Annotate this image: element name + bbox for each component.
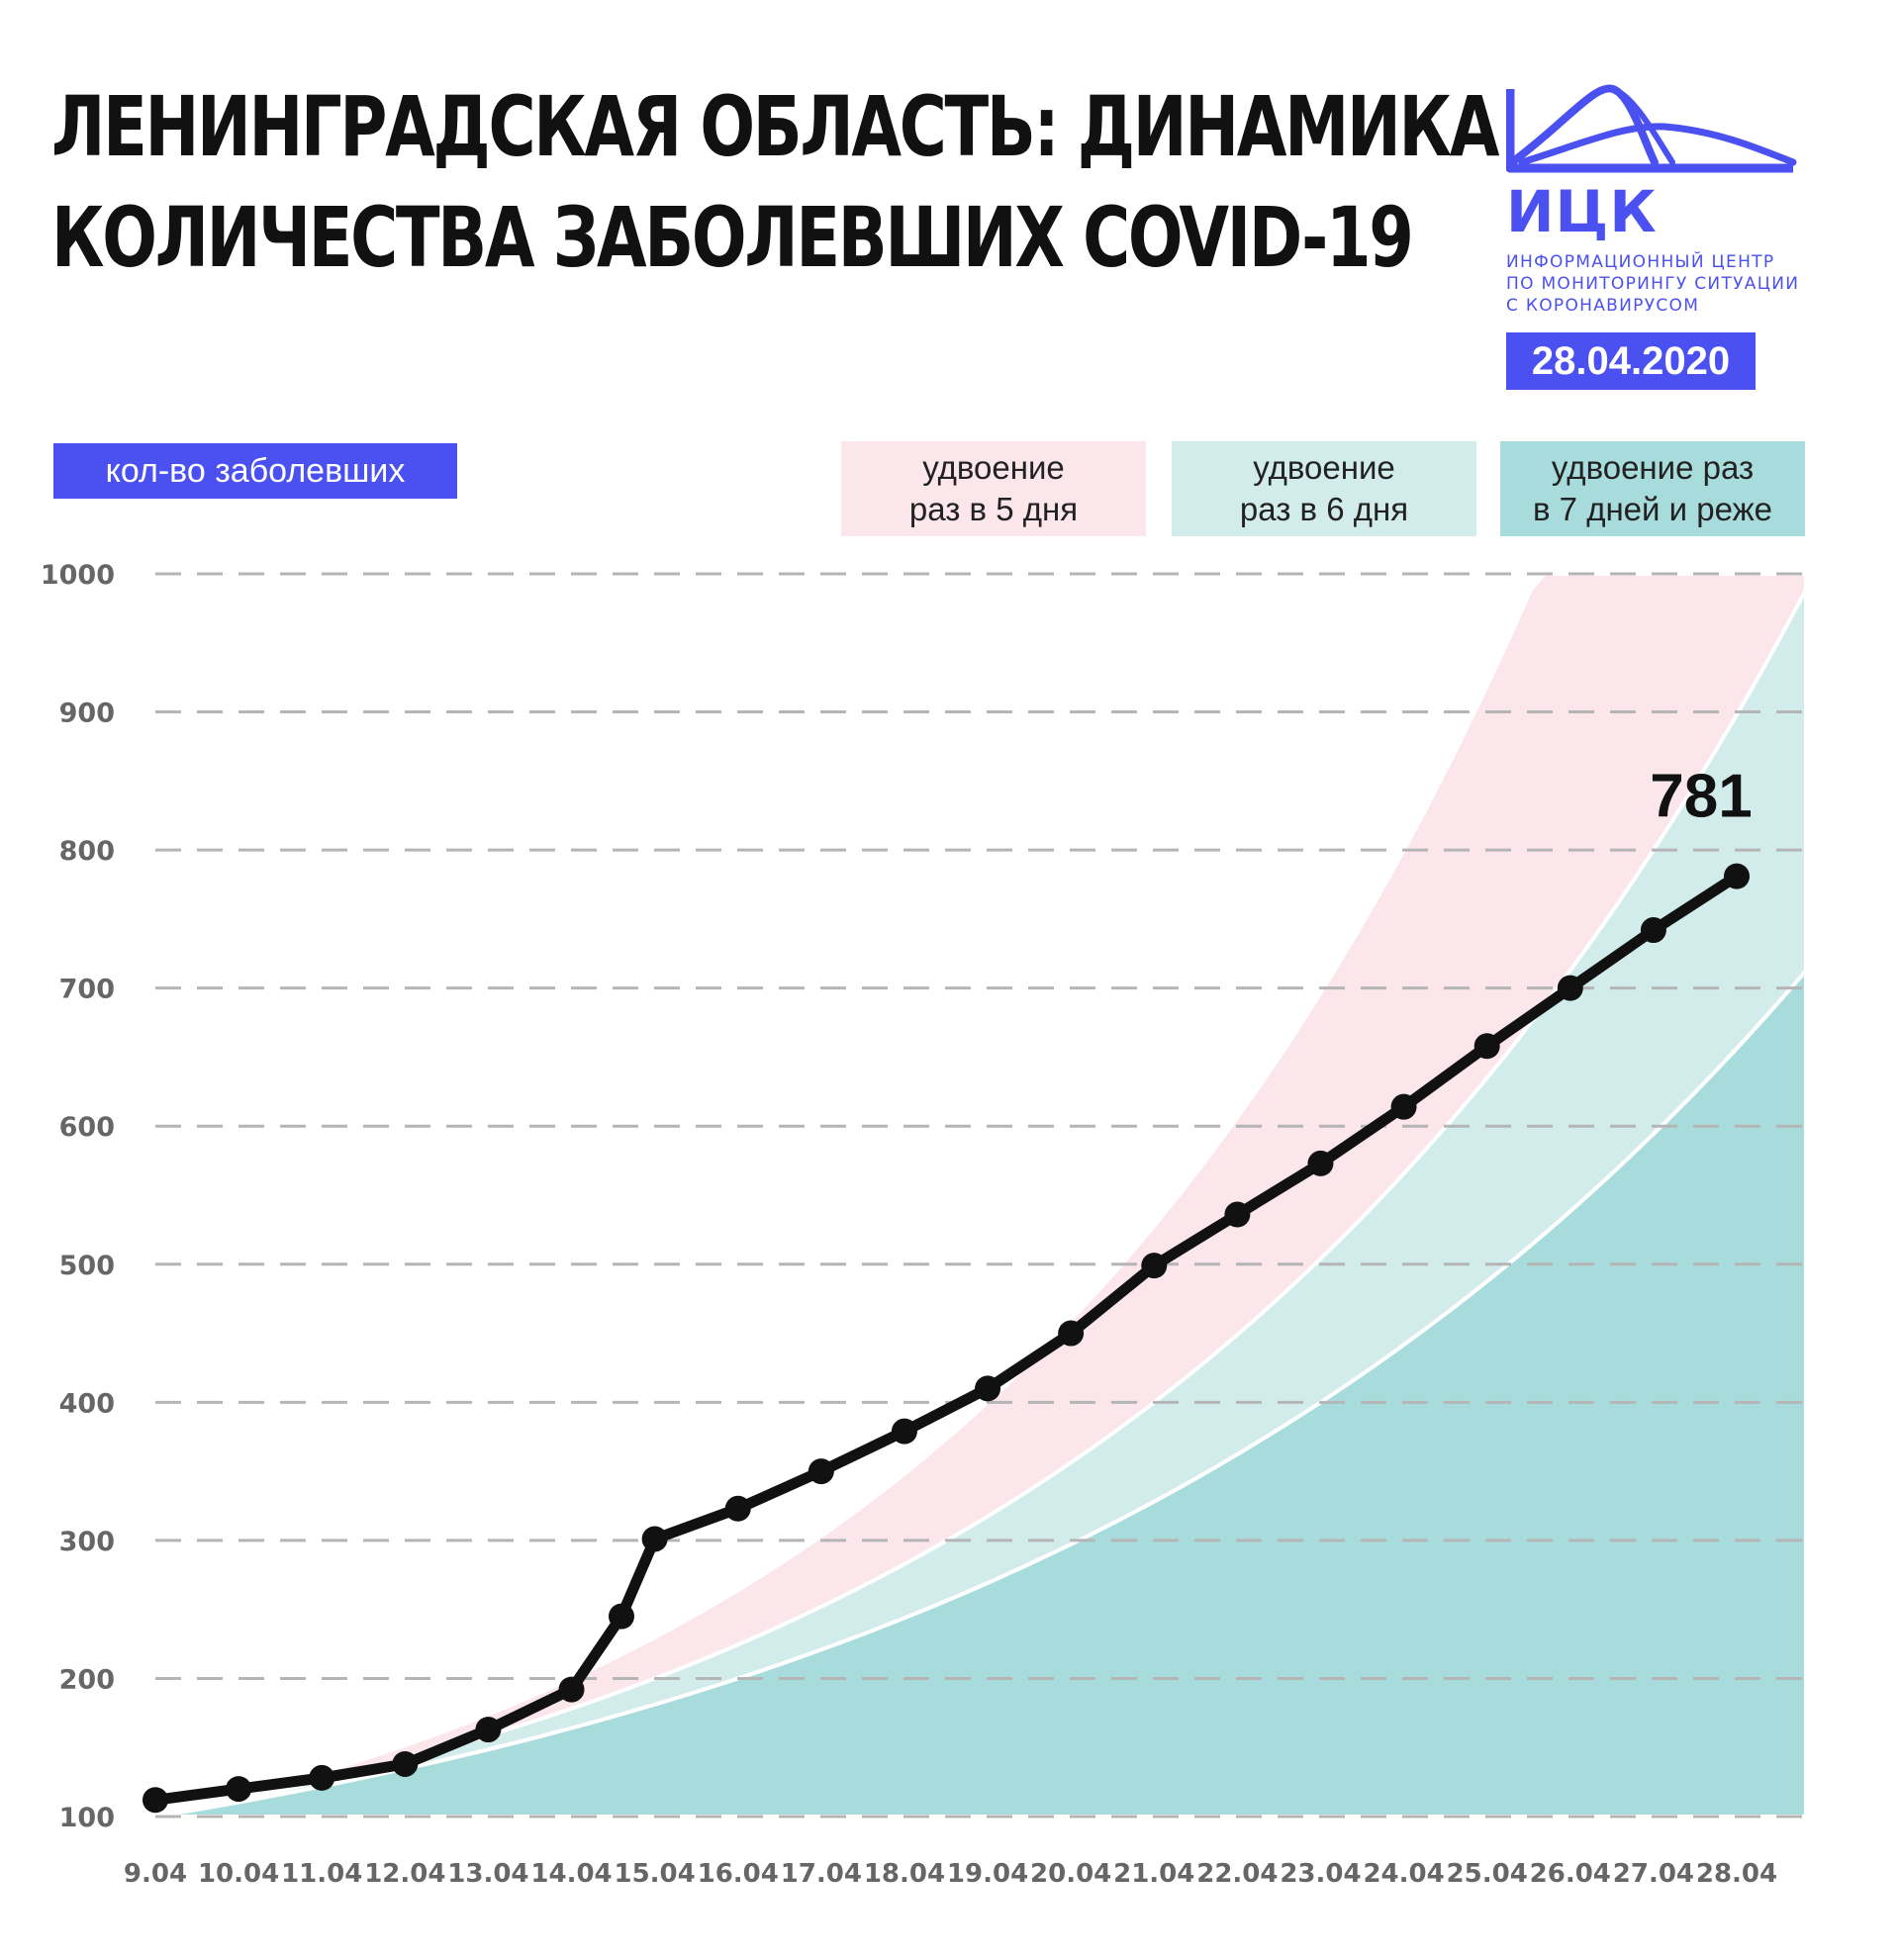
x-tick-13.04: 13.04 — [447, 1859, 528, 1889]
data-point-15 — [1307, 1150, 1334, 1176]
logo-subtitle-line-3: С КОРОНАВИРУСОМ — [1506, 296, 1700, 316]
band-doubling-7-days — [154, 965, 1808, 1819]
last-value-label: 781 — [1650, 763, 1752, 831]
logo-subtitle-line-2: ПО МОНИТОРИНГУ СИТУАЦИИ — [1506, 274, 1800, 294]
x-tick-20.04: 20.04 — [1030, 1859, 1111, 1889]
x-tick-19.04: 19.04 — [947, 1859, 1028, 1889]
legend-doubling-5-days: удвоение раз в 5 дня — [841, 441, 1146, 536]
data-point-3 — [392, 1750, 419, 1777]
y-axis-ticks: 100 200 300 400 500 600 700 800 900 1000 — [41, 560, 115, 1833]
y-tick-1000: 1000 — [41, 560, 115, 591]
x-tick-15.04: 15.04 — [615, 1859, 696, 1889]
legend-6-line-1: удвоение — [1253, 449, 1395, 486]
legend-7-line-1: удвоение раз — [1551, 449, 1755, 486]
x-tick-14.04: 14.04 — [530, 1859, 612, 1889]
y-tick-400: 400 — [59, 1388, 115, 1419]
title-line-2: КОЛИЧЕСТВА ЗАБОЛЕВШИХ COVID-19 — [51, 189, 1414, 286]
x-tick-17.04: 17.04 — [781, 1859, 862, 1889]
x-axis-ticks: 9.04 10.04 11.04 12.04 13.04 14.04 15.04 16.04 1… — [124, 1859, 1777, 1889]
x-tick-23.04: 23.04 — [1280, 1859, 1361, 1889]
data-point-14 — [1224, 1201, 1251, 1228]
y-tick-600: 600 — [59, 1112, 115, 1143]
x-tick-16.04: 16.04 — [698, 1859, 779, 1889]
data-point-8 — [724, 1495, 751, 1522]
data-point-0 — [142, 1787, 168, 1814]
x-tick-27.04: 27.04 — [1613, 1859, 1694, 1889]
x-tick-11.04: 11.04 — [281, 1859, 362, 1889]
legend-7-line-2: в 7 дней и реже — [1532, 491, 1773, 527]
logo-subtitle-line-1: ИНФОРМАЦИОННЫЙ ЦЕНТР — [1506, 252, 1775, 272]
x-tick-25.04: 25.04 — [1447, 1859, 1528, 1889]
cases-series: 781 — [142, 763, 1753, 1814]
legend-5-line-2: раз в 5 дня — [908, 491, 1079, 527]
data-point-13 — [1141, 1253, 1168, 1279]
y-axis-label: кол-во заболевших — [53, 443, 457, 499]
data-point-5 — [558, 1676, 585, 1703]
grid-lines — [155, 572, 1806, 1819]
logo-subtitle: ИНФОРМАЦИОННЫЙ ЦЕНТР ПО МОНИТОРИНГУ СИТУ… — [1506, 251, 1833, 317]
data-point-19 — [1640, 917, 1666, 944]
legend-doubling-6-days: удвоение раз в 6 дня — [1172, 441, 1476, 536]
data-point-10 — [891, 1418, 917, 1445]
data-point-1 — [226, 1776, 252, 1803]
x-tick-28.04: 28.04 — [1696, 1859, 1777, 1889]
data-point-2 — [309, 1764, 335, 1791]
data-point-9 — [808, 1458, 834, 1485]
logo-mark-icon — [1506, 84, 1797, 173]
y-tick-200: 200 — [59, 1664, 115, 1695]
data-point-12 — [1058, 1320, 1085, 1347]
doubling-bands — [154, 572, 1808, 1819]
y-tick-900: 900 — [59, 699, 115, 729]
data-point-7 — [641, 1526, 668, 1552]
y-tick-300: 300 — [59, 1527, 115, 1557]
data-point-11 — [975, 1375, 1001, 1402]
logo-abbreviation: ИЦК — [1506, 178, 1658, 245]
data-point-6 — [608, 1603, 634, 1630]
date-badge: 28.04.2020 — [1506, 332, 1756, 390]
x-tick-21.04: 21.04 — [1113, 1859, 1194, 1889]
y-tick-800: 800 — [59, 836, 115, 867]
x-tick-10.04: 10.04 — [198, 1859, 279, 1889]
data-point-16 — [1390, 1093, 1417, 1120]
x-tick-26.04: 26.04 — [1530, 1859, 1611, 1889]
x-tick-18.04: 18.04 — [864, 1859, 945, 1889]
legend-6-line-2: раз в 6 дня — [1239, 491, 1409, 527]
y-tick-500: 500 — [59, 1251, 115, 1281]
page-title: ЛЕНИНГРАДСКАЯ ОБЛАСТЬ: ДИНАМИКА КОЛИЧЕСТ… — [51, 71, 1499, 293]
data-point-18 — [1557, 975, 1583, 1001]
x-tick-9.04: 9.04 — [124, 1859, 187, 1889]
data-point-17 — [1473, 1033, 1500, 1060]
legend-doubling-7-days: удвоение раз в 7 дней и реже — [1500, 441, 1805, 536]
data-point-20 — [1724, 863, 1750, 889]
y-tick-100: 100 — [59, 1803, 115, 1833]
title-line-1: ЛЕНИНГРАДСКАЯ ОБЛАСТЬ: ДИНАМИКА — [51, 78, 1499, 175]
data-point-4 — [475, 1717, 502, 1743]
legend-5-line-1: удвоение — [922, 449, 1065, 486]
x-tick-24.04: 24.04 — [1363, 1859, 1444, 1889]
y-tick-700: 700 — [59, 975, 115, 1005]
x-tick-22.04: 22.04 — [1196, 1859, 1278, 1889]
x-tick-12.04: 12.04 — [364, 1859, 445, 1889]
